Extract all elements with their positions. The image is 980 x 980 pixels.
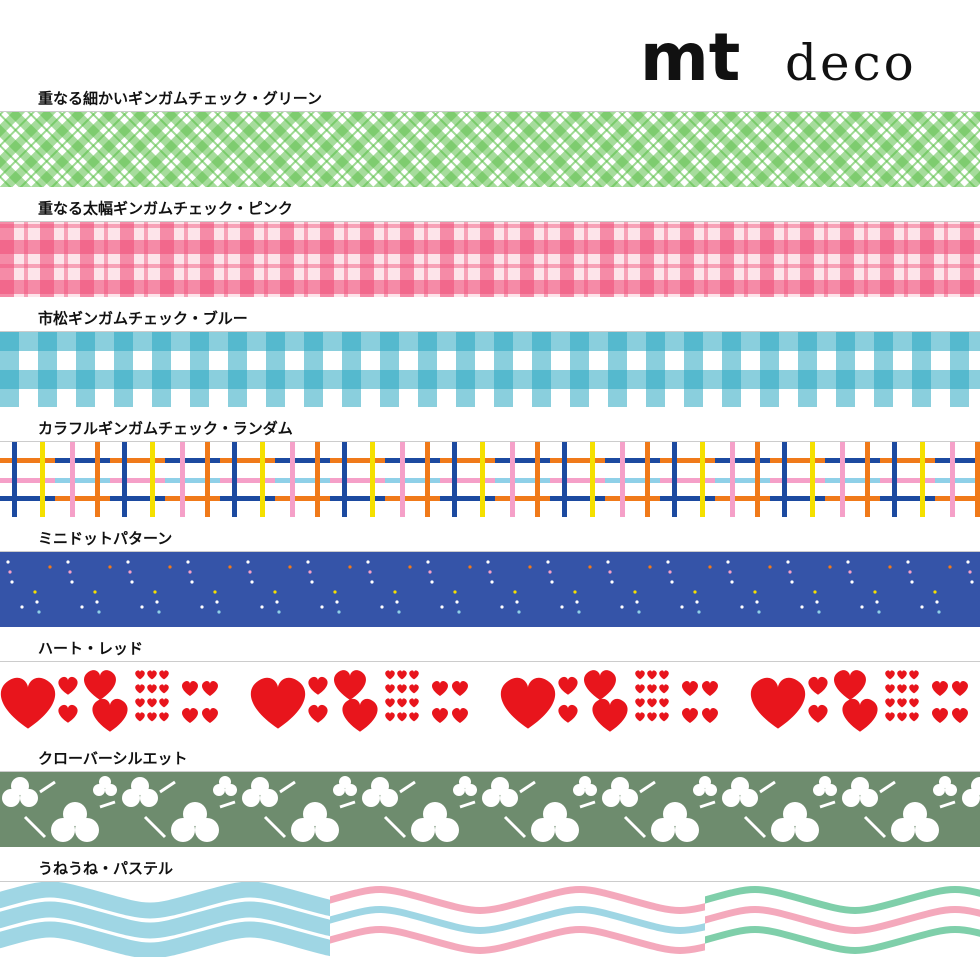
wave [705, 926, 980, 954]
tape-label: クローバーシルエット [38, 750, 188, 768]
wave [330, 886, 705, 914]
wave [705, 886, 980, 914]
tape-label: カラフルギンガムチェック・ランダム [38, 420, 293, 438]
tape [0, 552, 980, 627]
tape-label: ハート・レッド [38, 640, 143, 658]
tape-label: ミニドットパターン [38, 530, 172, 548]
tape-label: 重なる太幅ギンガムチェック・ピンク [38, 200, 293, 218]
wave [330, 906, 705, 934]
tape [0, 332, 980, 407]
tape-label: 重なる細かいギンガムチェック・グリーン [38, 90, 322, 108]
tape-label: 市松ギンガムチェック・ブルー [38, 310, 248, 328]
wave [705, 906, 980, 934]
wave [0, 921, 330, 957]
tape [0, 662, 980, 737]
tape-label: うねうね・パステル [38, 860, 173, 878]
wave [330, 926, 705, 954]
brand-mark: mt [640, 19, 740, 96]
wave [0, 882, 330, 919]
brand-line: deco [785, 34, 917, 92]
tape [0, 772, 980, 847]
tape [0, 442, 980, 517]
tape [0, 222, 980, 297]
wave [0, 901, 330, 939]
tape [0, 112, 980, 187]
